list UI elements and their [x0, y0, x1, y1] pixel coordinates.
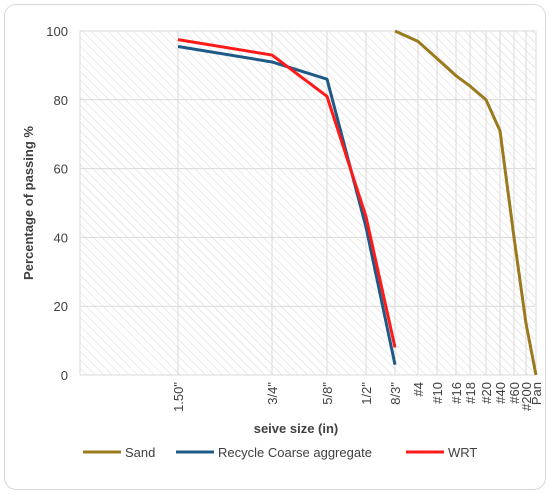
- series-line-wrt: [177, 38, 397, 348]
- series-line-sand: [394, 29, 538, 376]
- x-tick-label: #40: [493, 382, 508, 404]
- y-tick-label: 0: [61, 368, 68, 383]
- x-tick-label: 1/2": [359, 382, 374, 405]
- x-tick-label: #60: [507, 382, 522, 404]
- legend: Sand Recycle Coarse aggregate WRT: [83, 445, 477, 460]
- y-tick-label: 80: [54, 93, 68, 108]
- y-tick-label: 40: [54, 230, 68, 245]
- y-tick-labels: 0 20 40 60 80 100: [46, 24, 68, 383]
- y-tick-label: 100: [46, 24, 68, 39]
- x-tick-labels: 1.50" 3/4" 5/8" 1/2" 8/3" #4 #10 #16 #18 #20 #40 #6…: [171, 382, 544, 412]
- x-tick-label: #10: [430, 382, 445, 404]
- y-tick-label: 20: [54, 299, 68, 314]
- x-tick-label: Pan: [529, 382, 544, 405]
- x-tick-label: #200: [519, 382, 534, 411]
- x-tick-label: 8/3": [388, 382, 403, 405]
- legend-label: WRT: [448, 445, 477, 460]
- x-tick-label: 5/8": [320, 382, 335, 405]
- x-tick-label: #20: [479, 382, 494, 404]
- plot-area: [80, 31, 535, 375]
- y-axis-title: Percentage of passing %: [21, 126, 36, 280]
- x-tick-label: #4: [411, 382, 426, 396]
- x-tick-label: #16: [449, 382, 464, 404]
- x-tick-label: 3/4": [265, 382, 280, 405]
- x-axis-title: seive size (in): [254, 421, 339, 436]
- legend-label: Recycle Coarse aggregate: [218, 445, 372, 460]
- series-line-recycle-coarse-aggregate: [177, 44, 397, 365]
- y-tick-label: 60: [54, 162, 68, 177]
- series-lines: [177, 29, 538, 376]
- legend-label: Sand: [125, 445, 155, 460]
- x-tick-label: 1.50": [171, 382, 186, 412]
- x-tick-label: #18: [463, 382, 478, 404]
- gridlines: [79, 30, 537, 376]
